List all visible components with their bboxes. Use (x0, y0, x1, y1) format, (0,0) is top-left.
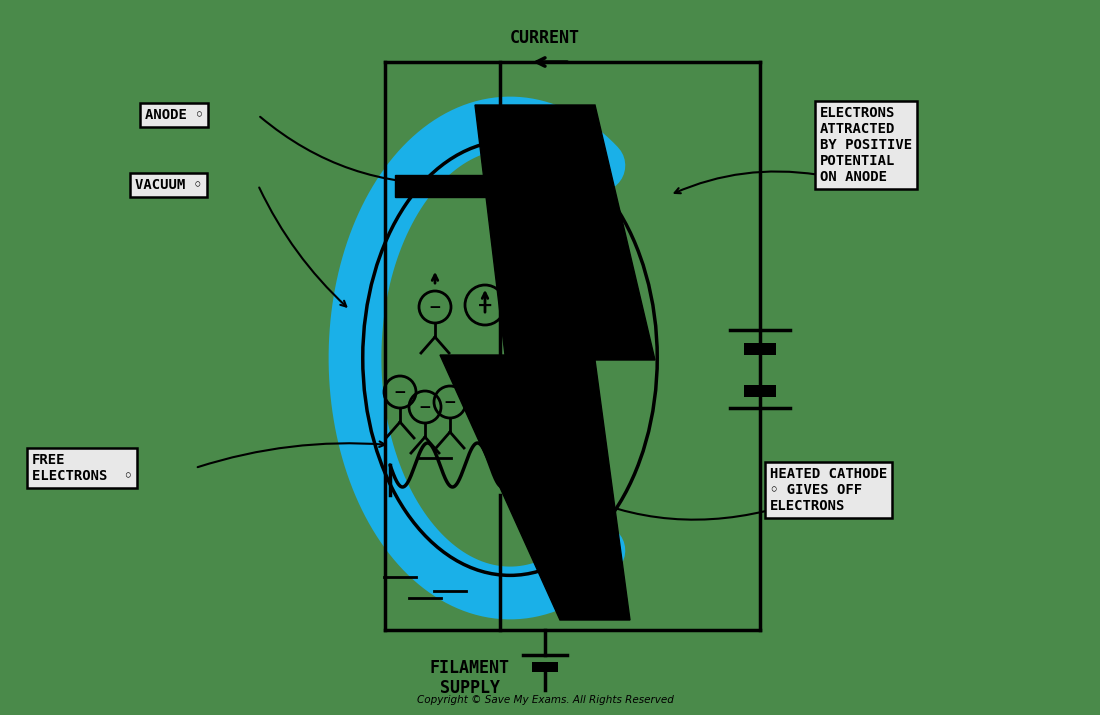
Text: ANODE ◦: ANODE ◦ (145, 108, 204, 122)
Text: Copyright © Save My Exams. All Rights Reserved: Copyright © Save My Exams. All Rights Re… (417, 695, 673, 705)
Text: HEATED CATHODE
◦ GIVES OFF
ELECTRONS: HEATED CATHODE ◦ GIVES OFF ELECTRONS (770, 467, 888, 513)
Text: −: − (476, 295, 493, 315)
Text: −: − (419, 400, 431, 415)
Bar (532, 662, 558, 672)
Text: ELECTRONS
ATTRACTED
BY POSITIVE
POTENTIAL
ON ANODE: ELECTRONS ATTRACTED BY POSITIVE POTENTIA… (820, 106, 912, 184)
Text: FILAMENT
SUPPLY: FILAMENT SUPPLY (430, 659, 510, 697)
Polygon shape (440, 105, 654, 620)
Bar (744, 343, 775, 355)
Text: Θ: Θ (527, 285, 553, 315)
Text: VACUUM ◦: VACUUM ◦ (135, 178, 202, 192)
Text: CURRENT: CURRENT (510, 29, 580, 47)
Bar (744, 385, 775, 397)
Text: −: − (394, 385, 406, 400)
Text: −: − (443, 395, 456, 410)
Text: −: − (429, 300, 441, 315)
Text: FREE
ELECTRONS  ◦: FREE ELECTRONS ◦ (32, 453, 132, 483)
Bar (395, 175, 610, 197)
